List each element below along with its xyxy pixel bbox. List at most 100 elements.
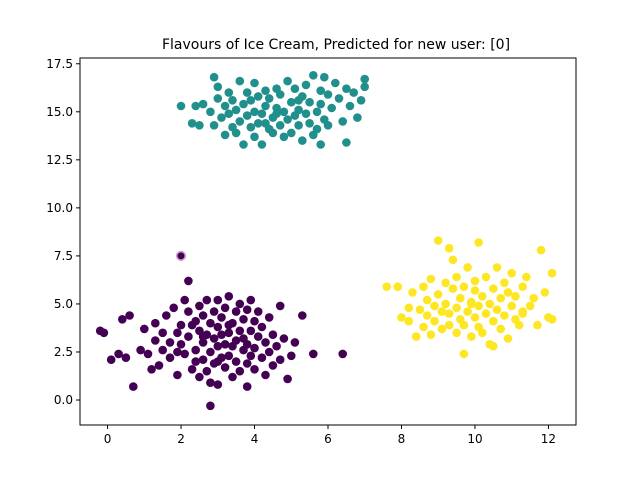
data-point-cluster-0 xyxy=(162,311,171,320)
data-point-cluster-0 xyxy=(106,355,116,365)
data-point-cluster-2 xyxy=(397,313,406,322)
data-point-cluster-0 xyxy=(206,378,215,388)
y-tick-label: 7.5 xyxy=(54,249,73,263)
data-point-cluster-0 xyxy=(184,332,193,341)
data-point-cluster-0 xyxy=(235,299,245,309)
data-point-cluster-1 xyxy=(209,72,219,82)
data-point-cluster-1 xyxy=(338,117,348,126)
data-point-cluster-1 xyxy=(261,101,270,111)
data-point-cluster-2 xyxy=(456,293,465,303)
data-point-cluster-0 xyxy=(198,355,208,365)
data-point-cluster-2 xyxy=(404,303,414,313)
data-point-cluster-1 xyxy=(253,92,263,101)
data-point-cluster-0 xyxy=(261,338,270,347)
data-point-cluster-2 xyxy=(496,324,506,334)
data-point-cluster-2 xyxy=(529,293,538,303)
data-point-cluster-2 xyxy=(382,282,392,292)
data-point-cluster-2 xyxy=(485,299,495,309)
data-point-cluster-0 xyxy=(165,338,175,347)
data-point-cluster-0 xyxy=(114,349,123,359)
data-point-cluster-2 xyxy=(426,330,436,340)
data-point-cluster-0 xyxy=(136,345,145,355)
data-point-cluster-0 xyxy=(99,328,109,338)
data-point-cluster-0 xyxy=(220,363,230,372)
data-point-cluster-1 xyxy=(301,80,311,90)
data-point-cluster-0 xyxy=(224,320,234,330)
data-point-cluster-0 xyxy=(309,349,318,359)
data-point-cluster-0 xyxy=(268,361,278,370)
data-point-cluster-0 xyxy=(198,332,208,341)
data-point-cluster-0 xyxy=(165,353,175,363)
data-point-cluster-2 xyxy=(489,316,498,326)
data-point-cluster-1 xyxy=(334,94,344,103)
data-point-cluster-2 xyxy=(463,263,472,272)
data-point-cluster-0 xyxy=(224,351,234,361)
chart-title: Flavours of Ice Cream, Predicted for new… xyxy=(162,37,510,53)
data-point-cluster-1 xyxy=(242,111,252,120)
data-point-cluster-0 xyxy=(158,328,167,338)
data-point-cluster-2 xyxy=(489,341,498,351)
data-point-cluster-1 xyxy=(316,140,326,149)
data-point-cluster-1 xyxy=(360,82,370,92)
data-point-cluster-1 xyxy=(323,90,333,99)
y-tick-label: 2.5 xyxy=(54,345,73,359)
data-point-cluster-0 xyxy=(246,295,256,305)
data-point-cluster-2 xyxy=(478,292,487,301)
x-tick-label: 4 xyxy=(251,432,259,446)
data-point-cluster-0 xyxy=(279,334,289,343)
data-point-cluster-1 xyxy=(342,84,351,93)
data-point-cluster-0 xyxy=(143,349,153,359)
data-point-cluster-0 xyxy=(173,328,182,338)
data-point-cluster-1 xyxy=(268,128,278,138)
data-point-cluster-2 xyxy=(470,286,480,295)
data-point-cluster-0 xyxy=(217,313,226,322)
data-point-cluster-1 xyxy=(275,90,285,99)
data-point-cluster-0 xyxy=(290,338,300,347)
data-point-cluster-1 xyxy=(250,78,259,88)
data-point-cluster-1 xyxy=(342,138,351,147)
data-point-cluster-1 xyxy=(250,132,259,142)
data-point-cluster-0 xyxy=(231,336,241,345)
data-point-cluster-1 xyxy=(220,130,230,140)
data-point-cluster-2 xyxy=(437,324,447,334)
data-point-cluster-2 xyxy=(433,290,443,299)
data-point-cluster-2 xyxy=(518,309,527,318)
data-point-cluster-0 xyxy=(154,361,164,370)
y-tick-label: 5.0 xyxy=(54,297,73,311)
data-point-cluster-1 xyxy=(213,94,223,103)
data-point-cluster-2 xyxy=(496,293,506,303)
data-point-cluster-0 xyxy=(220,303,230,313)
data-point-cluster-2 xyxy=(467,332,476,341)
data-point-cluster-0 xyxy=(253,307,263,316)
data-point-cluster-0 xyxy=(191,357,200,366)
data-point-cluster-2 xyxy=(452,272,461,282)
data-point-cluster-0 xyxy=(206,318,215,328)
data-point-cluster-2 xyxy=(419,282,428,292)
data-point-cluster-0 xyxy=(272,341,281,351)
data-point-cluster-1 xyxy=(191,101,200,111)
data-point-cluster-1 xyxy=(323,121,333,130)
x-tick-label: 6 xyxy=(324,432,332,446)
new-user-point xyxy=(175,250,187,261)
data-point-cluster-0 xyxy=(198,311,208,320)
data-point-cluster-2 xyxy=(518,282,527,292)
data-point-cluster-2 xyxy=(441,299,450,309)
y-tick-label: 15.0 xyxy=(46,105,73,119)
data-point-cluster-0 xyxy=(129,382,138,391)
data-point-cluster-1 xyxy=(283,76,292,86)
data-point-cluster-2 xyxy=(492,305,502,315)
data-point-cluster-2 xyxy=(489,284,498,293)
data-point-cluster-1 xyxy=(275,121,285,130)
data-point-cluster-1 xyxy=(261,86,270,95)
data-point-cluster-1 xyxy=(242,88,252,97)
data-point-cluster-1 xyxy=(298,136,307,145)
data-point-cluster-1 xyxy=(213,82,223,92)
data-point-cluster-1 xyxy=(294,105,303,115)
data-point-cluster-2 xyxy=(444,243,454,253)
data-point-cluster-2 xyxy=(540,288,550,297)
data-point-cluster-2 xyxy=(514,320,524,330)
data-point-cluster-1 xyxy=(176,101,186,111)
data-point-cluster-2 xyxy=(547,315,557,324)
data-point-cluster-2 xyxy=(481,272,491,282)
